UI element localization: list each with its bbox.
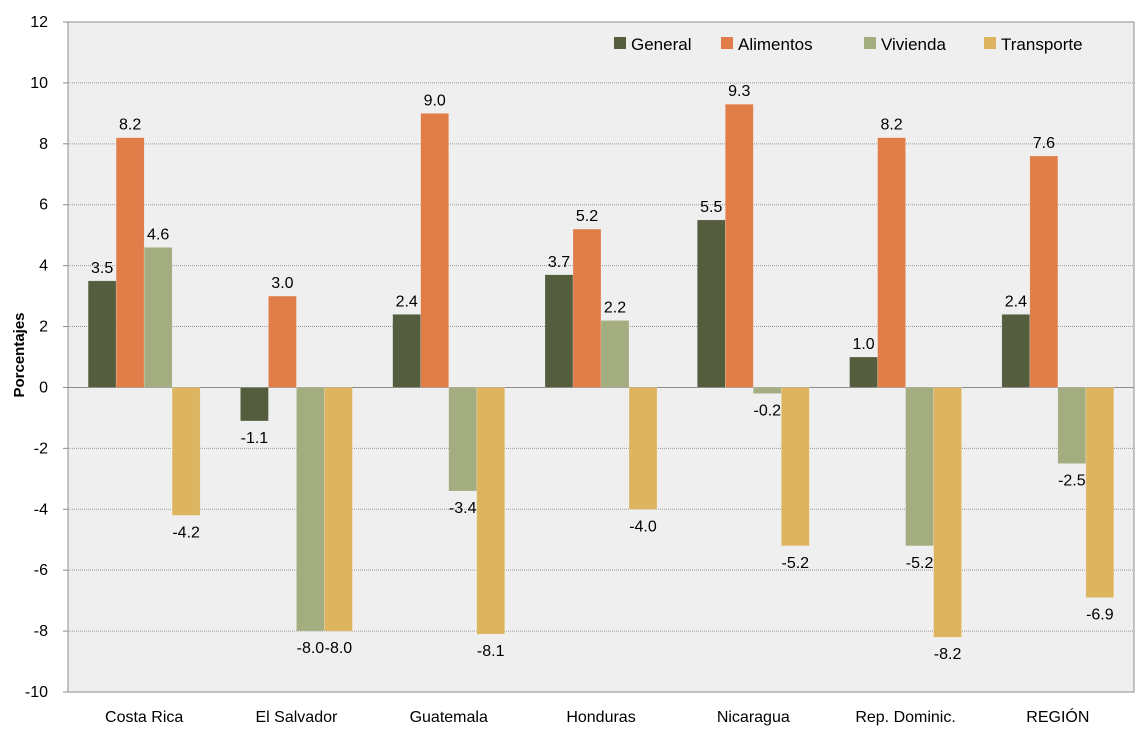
y-axis-ticks: -10 -8 -6 -4 -2 0 2 4 6 8 10 12 [25,14,68,701]
bar-vivienda [296,387,325,632]
data-label: -5.2 [781,555,809,572]
data-label: -8.2 [934,646,962,663]
data-label: 2.4 [1005,293,1027,310]
bar-vivienda [1057,387,1087,464]
bar-general [240,387,269,422]
data-label: -0.2 [753,403,781,420]
data-label: 3.5 [91,260,113,277]
bar-alimentos [420,113,449,388]
y-tick-label: -4 [34,501,48,518]
data-label: -6.9 [1086,607,1114,624]
data-label: 7.6 [1033,135,1055,152]
bar-general [544,274,574,388]
y-tick-label: -2 [34,440,48,457]
bar-alimentos [725,103,754,388]
data-label: -4.0 [629,518,657,535]
data-label: 2.2 [604,299,626,316]
bar-transporte [1085,387,1115,598]
x-category-label: Rep. Dominic. [855,709,955,726]
y-tick-label: 2 [39,319,48,336]
y-tick-label: 0 [39,379,48,396]
legend-swatch-vivienda [864,37,876,49]
data-label: 8.2 [880,117,902,134]
data-label: -5.2 [906,555,934,572]
bar-vivienda [600,320,630,388]
data-label: 1.0 [852,336,874,353]
data-label: 5.5 [700,199,722,216]
bar-alimentos [268,295,297,388]
data-label: -1.1 [241,430,269,447]
x-axis-labels: Costa Rica El Salvador Guatemala Honduras Ni… [105,707,1089,726]
bar-vivienda [448,387,477,492]
y-tick-label: -10 [25,684,48,701]
data-label: -8.1 [477,643,505,660]
data-label: 5.2 [576,208,598,225]
x-category-label: Honduras [566,709,635,726]
legend-label-transporte: Transporte [1001,35,1083,54]
bar-transporte [933,387,962,638]
bar-transporte [324,387,353,632]
bar-general [849,356,878,388]
data-label: 9.0 [424,92,446,109]
bars [87,103,1115,638]
data-labels: 3.5 8.2 4.6 -4.2 -1.1 3.0 -8.0 -8.0 2.4 9.0 -3.4 -8… [91,83,1114,663]
data-label: 2.4 [396,293,418,310]
bar-alimentos [572,228,602,388]
x-category-label: REGIÓN [1026,707,1089,726]
legend-label-general: General [631,35,691,54]
data-label: -4.2 [172,524,200,541]
legend-swatch-alimentos [721,37,733,49]
legend-label-vivienda: Vivienda [881,35,946,54]
bar-general [392,314,421,388]
y-tick-label: 4 [39,258,48,275]
y-tick-label: 8 [39,136,48,153]
bar-transporte [171,387,201,516]
bar-general [1001,314,1031,388]
x-category-label: El Salvador [256,709,338,726]
bar-general [87,280,117,388]
y-tick-label: 12 [30,14,48,31]
y-tick-label: -8 [34,623,48,640]
bar-vivienda [905,387,934,547]
legend-label-alimentos: Alimentos [738,35,813,54]
data-label: -8.0 [297,640,325,657]
data-label: -3.4 [449,500,477,517]
legend-swatch-general [614,37,626,49]
legend: General Alimentos Vivienda Transporte [614,35,1083,54]
data-label: -8.0 [325,640,353,657]
bar-transporte [628,387,658,510]
x-category-label: Costa Rica [105,709,183,726]
bar-transporte [476,387,505,635]
x-category-label: Nicaragua [717,709,790,726]
data-label: 3.7 [548,254,570,271]
data-label: 8.2 [119,117,141,134]
bar-alimentos [115,137,145,388]
y-tick-label: 6 [39,197,48,214]
y-tick-label: 10 [30,75,48,92]
legend-swatch-transporte [984,37,996,49]
bar-vivienda [143,247,173,388]
bar-alimentos [1029,155,1059,388]
bar-transporte [781,387,810,547]
bar-alimentos [877,137,906,388]
x-category-label: Guatemala [410,709,488,726]
data-label: 9.3 [728,83,750,100]
bar-general [697,219,726,388]
data-label: 4.6 [147,226,169,243]
data-label: 3.0 [271,275,293,292]
y-tick-label: -6 [34,562,48,579]
bar-vivienda [753,387,782,394]
y-axis-title: Porcentajes [11,312,28,397]
data-label: -2.5 [1058,473,1086,490]
